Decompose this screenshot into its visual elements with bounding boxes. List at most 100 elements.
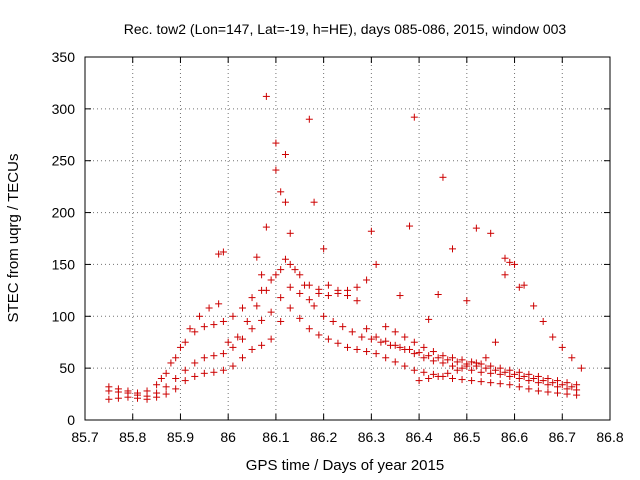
data-point	[367, 227, 375, 235]
data-point	[134, 389, 141, 397]
x-tick-label: 86.3	[358, 429, 385, 445]
data-point	[286, 304, 294, 312]
data-point	[210, 352, 218, 360]
data-point	[348, 328, 356, 336]
data-point	[544, 388, 552, 396]
data-point	[458, 356, 466, 364]
data-point	[458, 364, 466, 372]
data-point	[501, 254, 509, 262]
data-point	[367, 335, 375, 343]
data-point	[219, 366, 227, 374]
data-point	[554, 383, 561, 391]
y-tick-label: 250	[52, 153, 76, 169]
data-point	[167, 359, 175, 367]
data-point	[391, 328, 399, 336]
y-tick-label: 350	[52, 49, 76, 65]
x-tick-label: 85.9	[167, 429, 194, 445]
data-point	[434, 291, 442, 299]
data-point	[491, 366, 499, 374]
y-tick-label: 300	[52, 101, 76, 117]
data-point	[534, 387, 542, 395]
data-point	[487, 362, 495, 370]
data-marks	[105, 92, 585, 403]
data-point	[105, 383, 113, 391]
data-point	[334, 289, 342, 297]
data-point	[496, 380, 504, 388]
x-tick-label: 85.7	[71, 429, 98, 445]
data-point	[353, 297, 361, 305]
data-point	[114, 394, 122, 402]
data-point	[439, 173, 447, 181]
data-point	[520, 281, 528, 289]
data-point	[549, 379, 557, 387]
data-point	[525, 370, 533, 378]
data-point	[215, 250, 223, 258]
data-point	[344, 286, 351, 294]
data-point	[434, 354, 442, 362]
data-point	[320, 245, 328, 253]
data-point	[315, 289, 323, 297]
data-point	[281, 198, 289, 206]
data-point	[172, 385, 180, 393]
data-point	[281, 255, 289, 263]
data-point	[534, 372, 542, 380]
data-point	[420, 368, 428, 376]
data-point	[248, 325, 256, 333]
data-point	[577, 364, 585, 372]
data-point	[554, 389, 561, 397]
data-point	[353, 283, 361, 291]
data-point	[272, 139, 280, 147]
data-point	[253, 253, 261, 261]
data-point	[219, 317, 227, 325]
data-point	[219, 248, 227, 256]
data-point	[191, 359, 199, 367]
data-point	[162, 383, 170, 391]
data-point	[530, 375, 538, 383]
data-point	[181, 338, 189, 346]
data-point	[162, 369, 170, 377]
data-point	[281, 150, 289, 158]
data-point	[286, 229, 294, 237]
data-point	[425, 352, 433, 360]
data-point	[487, 369, 495, 377]
data-point	[229, 362, 237, 370]
x-tick-label: 86.1	[262, 429, 289, 445]
data-point	[434, 372, 442, 380]
data-point	[239, 304, 246, 312]
data-point	[272, 166, 280, 174]
data-point	[453, 358, 461, 366]
data-point	[558, 343, 566, 351]
data-point	[439, 359, 447, 367]
data-point	[506, 258, 514, 266]
data-point	[162, 390, 170, 398]
data-point	[444, 356, 452, 364]
data-point	[539, 317, 547, 325]
data-point	[200, 369, 208, 377]
data-point	[191, 328, 199, 336]
data-point	[353, 345, 361, 353]
data-point	[363, 348, 371, 356]
data-point	[310, 198, 318, 206]
data-point	[157, 375, 165, 383]
data-point	[391, 358, 399, 366]
data-point	[539, 377, 547, 385]
data-point	[410, 113, 418, 121]
y-tick-label: 0	[67, 412, 75, 428]
data-point	[239, 335, 246, 343]
data-point	[229, 343, 237, 351]
data-point	[210, 321, 218, 329]
y-tick-label: 50	[59, 360, 75, 376]
data-point	[172, 375, 180, 383]
data-point	[296, 314, 304, 322]
data-point	[396, 343, 404, 351]
data-point	[472, 359, 480, 367]
data-point	[334, 339, 342, 347]
data-point	[305, 115, 313, 123]
data-point	[186, 325, 194, 333]
data-point	[506, 372, 514, 380]
data-point	[463, 362, 471, 370]
data-point	[324, 281, 332, 289]
data-point	[420, 354, 428, 362]
data-point	[477, 360, 485, 368]
data-point	[320, 312, 328, 320]
